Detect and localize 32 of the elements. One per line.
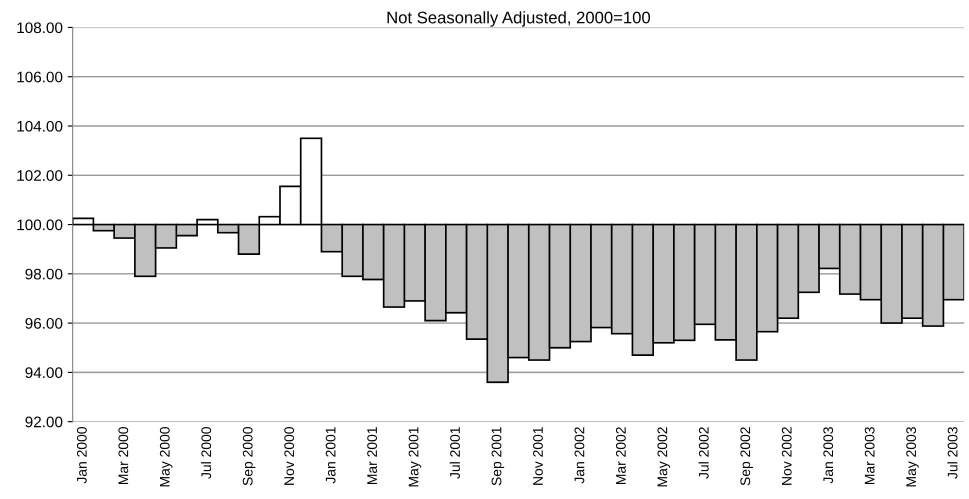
x-tick-label: Jul 2000 xyxy=(200,427,212,479)
y-tick-label: 104.00 xyxy=(17,120,62,132)
x-tick-label: Nov 2001 xyxy=(533,427,543,485)
x-tick-label: May 2000 xyxy=(160,427,172,486)
y-tick-label: 98.00 xyxy=(25,268,62,280)
y-tick-label: 96.00 xyxy=(25,318,62,329)
y-tick-label: 100.00 xyxy=(17,219,62,230)
x-tick-label: Jan 2003 xyxy=(823,427,834,484)
x-tick-label: Jul 2002 xyxy=(698,427,709,479)
y-tick-label: 92.00 xyxy=(25,416,62,428)
x-tick-label: Jan 2000 xyxy=(76,427,87,484)
x-tick-label: Jan 2002 xyxy=(574,427,584,484)
x-tick-label: Mar 2001 xyxy=(367,427,378,484)
x-tick-label: Jul 2003 xyxy=(947,427,958,479)
y-tick-label: 94.00 xyxy=(25,367,62,378)
x-tick-label: Nov 2000 xyxy=(284,427,294,485)
x-tick-label: Sep 2002 xyxy=(740,427,753,486)
y-tick-label: 108.00 xyxy=(17,22,62,34)
x-tick-label: Nov 2002 xyxy=(782,427,792,485)
y-tick-label: 106.00 xyxy=(17,72,62,82)
x-tick-label: Mar 2003 xyxy=(864,427,875,484)
x-tick-label: Jan 2001 xyxy=(326,427,336,484)
x-tick-label: May 2003 xyxy=(906,427,919,486)
x-tick-label: Sep 2000 xyxy=(242,427,256,486)
x-tick-label: May 2001 xyxy=(408,427,422,486)
x-tick-label: May 2002 xyxy=(657,427,670,486)
x-tick-label: Sep 2001 xyxy=(492,427,504,486)
x-tick-label: Mar 2002 xyxy=(616,427,626,484)
y-tick-label: 102.00 xyxy=(17,170,62,181)
x-tick-label: Mar 2000 xyxy=(118,427,128,484)
x-tick-label: Jul 2001 xyxy=(450,427,460,479)
chart-title: Not Seasonally Adjusted, 2000=100 xyxy=(388,11,650,27)
